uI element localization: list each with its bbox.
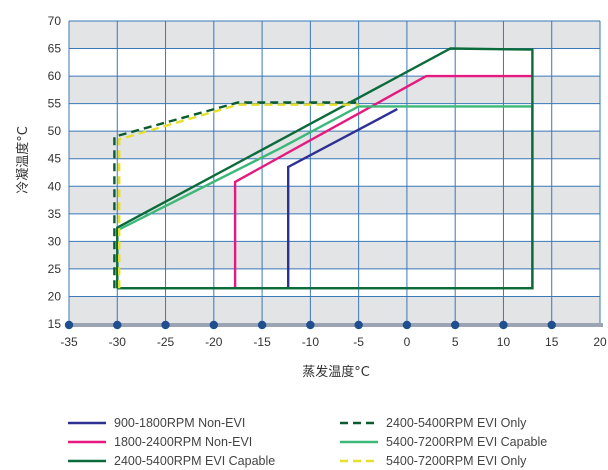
y-tick-label: 35 [48,207,62,221]
axis-dot [547,320,556,330]
x-tick-label: 15 [545,335,559,349]
series-line [113,101,359,289]
x-tick-label: -10 [302,335,320,349]
series-line [116,47,534,290]
x-tick-label: -20 [205,335,223,349]
y-tick-label: 25 [48,262,62,276]
series-line [287,108,398,289]
y-tick-label: 45 [48,152,62,166]
x-tick-label: -35 [60,335,78,349]
grid-bands [69,21,600,324]
grid-band [69,131,600,159]
legend-label: 2400-5400RPM EVI Only [386,416,527,430]
axis-dot [499,320,508,330]
x-axis [64,320,603,330]
axis-dot [113,320,122,330]
series-lines [113,47,534,290]
y-tick-label: 30 [48,234,62,248]
y-tick-label: 70 [48,14,62,28]
axis-dot [257,320,267,330]
legend-label: 5400-7200RPM EVI Only [386,454,527,468]
axis-dot [306,320,315,330]
grid-band [69,21,600,49]
legend: 900-1800RPM Non-EVI 2400-5400RPM EVI Only… [68,416,547,468]
legend-label: 1800-2400RPM Non-EVI [114,435,252,449]
legend-label: 5400-7200RPM EVI Capable [386,435,547,449]
x-tick-label: 20 [593,335,607,349]
legend-label: 900-1800RPM Non-EVI [114,416,245,430]
x-tick-label: -30 [109,335,127,349]
y-tick-label: 50 [48,124,62,138]
x-tick-label: 5 [452,335,459,349]
x-tick-labels: -35 -30 -25 -20 -15 -10 -5 0 5 10 15 20 [60,335,607,349]
axis-dot [64,320,74,330]
y-tick-label: 60 [48,69,62,83]
x-tick-label: -15 [253,335,271,349]
x-tick-label: -25 [157,335,175,349]
y-axis-title: 冷凝温度°C [15,126,31,194]
x-tick-label: 10 [497,335,511,349]
x-axis-bar [66,323,603,327]
axis-dot [354,320,363,330]
y-tick-label: 65 [48,42,62,56]
y-tick-label: 55 [48,97,62,111]
axis-dot [209,320,219,330]
x-tick-label: 0 [404,335,411,349]
y-tick-labels: 15 20 25 30 35 40 45 50 55 60 65 70 [48,14,62,331]
y-tick-label: 15 [48,317,62,331]
y-tick-label: 40 [48,179,62,193]
grid-band [69,241,600,269]
axis-dot [402,320,412,330]
axis-dot [450,320,460,330]
legend-label: 2400-5400RPM EVI Capable [114,454,275,468]
y-tick-label: 20 [48,289,62,303]
x-axis-title: 蒸发温度°C [302,364,370,380]
grid-band [69,76,600,104]
axis-dot [161,320,170,330]
grid-band [69,296,600,324]
series-line [117,103,359,289]
grid-lines [68,20,601,325]
x-tick-label: -5 [353,335,364,349]
series-line [233,74,533,289]
